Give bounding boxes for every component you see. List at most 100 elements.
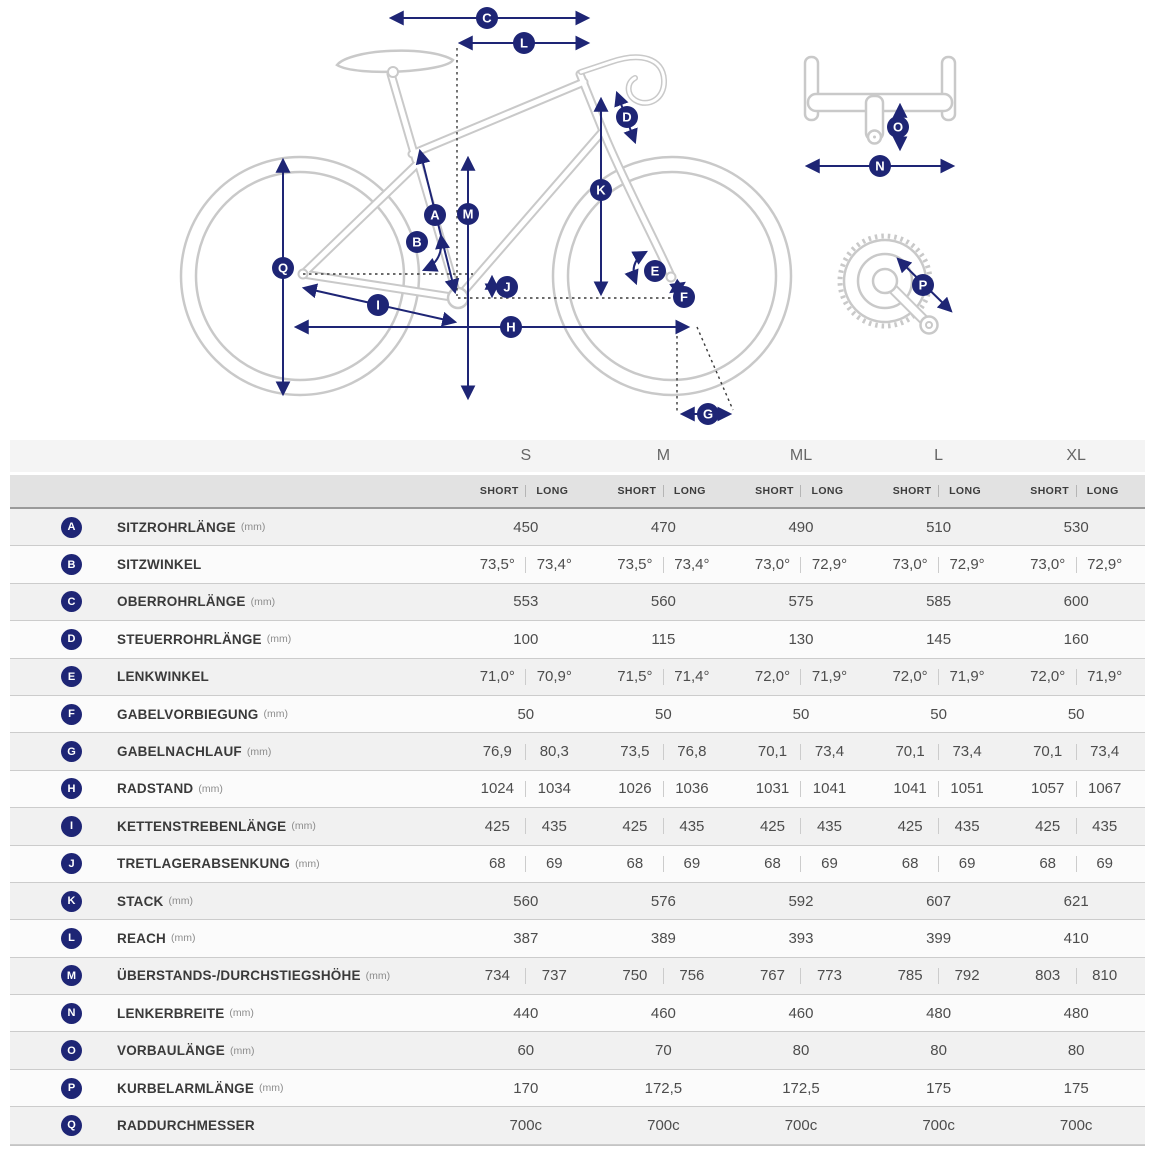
cell-value-long: 1067 bbox=[1087, 780, 1122, 798]
value-separator bbox=[800, 556, 802, 573]
table-row-tretlagerabsenkung: J TRETLAGERABSENKUNG (mm) 68 69 68 69 68 69 6… bbox=[10, 845, 1145, 883]
cell-value-short: 68 bbox=[488, 855, 506, 873]
cell-value-long: 71,9° bbox=[1087, 668, 1123, 686]
geometry-diagram: C L D K A M B Q E F J I H G O N P bbox=[0, 0, 1155, 438]
row-letter-badge: P bbox=[61, 1077, 82, 1099]
cell-value: 80 bbox=[1067, 1042, 1085, 1060]
row-label-cell: K STACK (mm) bbox=[10, 883, 457, 919]
table-row-vorbaulaenge: O VORBAULÄNGE (mm) 60 70 80 80 80 bbox=[10, 1032, 1145, 1070]
dim-label-o: O bbox=[887, 116, 909, 138]
fit-separator bbox=[525, 485, 527, 497]
cell-value: 480 bbox=[1063, 1004, 1089, 1022]
svg-text:I: I bbox=[376, 298, 380, 313]
cell-value-short: 72,0° bbox=[754, 668, 791, 686]
row-unit: (mm) bbox=[246, 745, 272, 758]
row-unit: (mm) bbox=[229, 1044, 255, 1057]
row-letter-badge: I bbox=[61, 815, 82, 837]
value-separator bbox=[800, 855, 802, 872]
value-separator bbox=[1075, 668, 1077, 685]
cell-value: 70 bbox=[655, 1042, 672, 1060]
row-label-cell: D STEUERROHRLÄNGE (mm) bbox=[10, 621, 457, 657]
cell-value: 175 bbox=[926, 1079, 952, 1097]
fit-header-row: SHORT LONG SHORT LONG SHORT LONG SHORT LONG … bbox=[10, 472, 1145, 509]
value-separator bbox=[1075, 743, 1077, 760]
cell-value: 510 bbox=[926, 518, 952, 536]
row-label: OBERROHRLÄNGE bbox=[117, 594, 246, 610]
row-letter-badge: O bbox=[61, 1040, 82, 1062]
seatpost-clamp bbox=[387, 66, 399, 78]
svg-text:N: N bbox=[875, 159, 884, 174]
cell-value-long: 71,4° bbox=[674, 668, 710, 686]
dim-label-b: B bbox=[406, 231, 428, 253]
svg-text:O: O bbox=[893, 120, 903, 135]
cell-value: 170 bbox=[513, 1079, 539, 1097]
row-unit: (mm) bbox=[168, 895, 194, 908]
cell-value-short: 750 bbox=[622, 967, 648, 985]
fit-separator bbox=[800, 485, 802, 497]
svg-text:G: G bbox=[703, 407, 713, 422]
cell-value: 560 bbox=[513, 892, 539, 910]
value-separator bbox=[525, 855, 527, 872]
row-unit: (mm) bbox=[240, 521, 266, 534]
cell-value-long: 435 bbox=[1092, 817, 1118, 835]
cell-value: 393 bbox=[788, 929, 814, 947]
fit-long-label: LONG bbox=[949, 485, 982, 497]
fit-long-label: LONG bbox=[536, 485, 569, 497]
cell-value: 50 bbox=[655, 705, 672, 723]
svg-text:H: H bbox=[506, 320, 515, 335]
cell-value-short: 68 bbox=[901, 855, 919, 873]
row-label-cell: A SITZROHRLÄNGE (mm) bbox=[10, 509, 457, 545]
dim-label-d: D bbox=[616, 106, 638, 128]
table-row-steuerrohrlaenge: D STEUERROHRLÄNGE (mm) 100 115 130 145 160 bbox=[10, 621, 1145, 659]
cell-value: 80 bbox=[930, 1042, 947, 1060]
row-label-cell: G GABELNACHLAUF (mm) bbox=[10, 733, 457, 769]
row-label-cell: E LENKWINKEL bbox=[10, 659, 457, 695]
row-letter-badge: L bbox=[61, 927, 82, 949]
cell-value-long: 73,4° bbox=[536, 556, 572, 574]
value-separator bbox=[800, 743, 802, 760]
cell-value: 100 bbox=[513, 630, 539, 648]
row-unit: (mm) bbox=[171, 932, 196, 945]
fit-header-spacer bbox=[10, 475, 457, 507]
value-separator bbox=[525, 818, 527, 835]
row-letter-badge: N bbox=[61, 1002, 82, 1024]
row-unit: (mm) bbox=[198, 782, 223, 795]
row-label: REACH bbox=[117, 930, 167, 946]
value-separator bbox=[662, 967, 664, 984]
cell-value-long: 76,8 bbox=[677, 743, 707, 761]
row-label: ÜBERSTANDS-/DURCHSTIEGSHÖHE bbox=[117, 968, 361, 984]
row-label: LENKERBREITE bbox=[117, 1005, 225, 1021]
cell-value: 410 bbox=[1063, 929, 1089, 947]
cell-value-long: 69 bbox=[1096, 855, 1114, 873]
dim-label-g: G bbox=[697, 403, 719, 425]
table-row-kurbelarmlaenge: P KURBELARMLÄNGE (mm) 170 172,5 172,5 175 … bbox=[10, 1069, 1145, 1108]
reference-dotted-lines bbox=[303, 48, 734, 411]
cell-value-long: 792 bbox=[954, 967, 980, 985]
value-separator bbox=[662, 780, 664, 797]
cell-value-long: 73,4 bbox=[814, 743, 845, 761]
cell-value-short: 68 bbox=[1039, 855, 1057, 873]
fit-short-label: SHORT bbox=[479, 485, 519, 497]
dimension-labels: C L D K A M B Q E F J I H G O N P bbox=[272, 7, 934, 425]
dim-arc-e bbox=[624, 250, 648, 286]
row-unit: (mm) bbox=[266, 633, 292, 646]
cell-value: 470 bbox=[650, 518, 676, 536]
cell-value-short: 425 bbox=[759, 817, 785, 835]
value-separator bbox=[938, 967, 940, 984]
row-unit: (mm) bbox=[259, 1082, 284, 1095]
cell-value-long: 73,4° bbox=[674, 556, 710, 574]
row-label: STACK bbox=[117, 893, 164, 909]
fit-short-label: SHORT bbox=[1030, 485, 1070, 497]
cell-value-long: 71,9° bbox=[949, 668, 985, 686]
cell-value: 700c bbox=[509, 1116, 543, 1134]
fit-header-s: SHORT LONG bbox=[457, 475, 595, 507]
cell-value-long: 69 bbox=[545, 855, 563, 873]
cell-value-short: 425 bbox=[484, 817, 510, 835]
fit-separator bbox=[662, 485, 664, 497]
value-separator bbox=[938, 818, 940, 835]
dim-label-a: A bbox=[424, 204, 446, 226]
row-letter-badge: G bbox=[61, 741, 82, 763]
cell-value: 50 bbox=[517, 705, 535, 723]
svg-text:E: E bbox=[651, 264, 660, 279]
cell-value-long: 1036 bbox=[675, 780, 709, 798]
